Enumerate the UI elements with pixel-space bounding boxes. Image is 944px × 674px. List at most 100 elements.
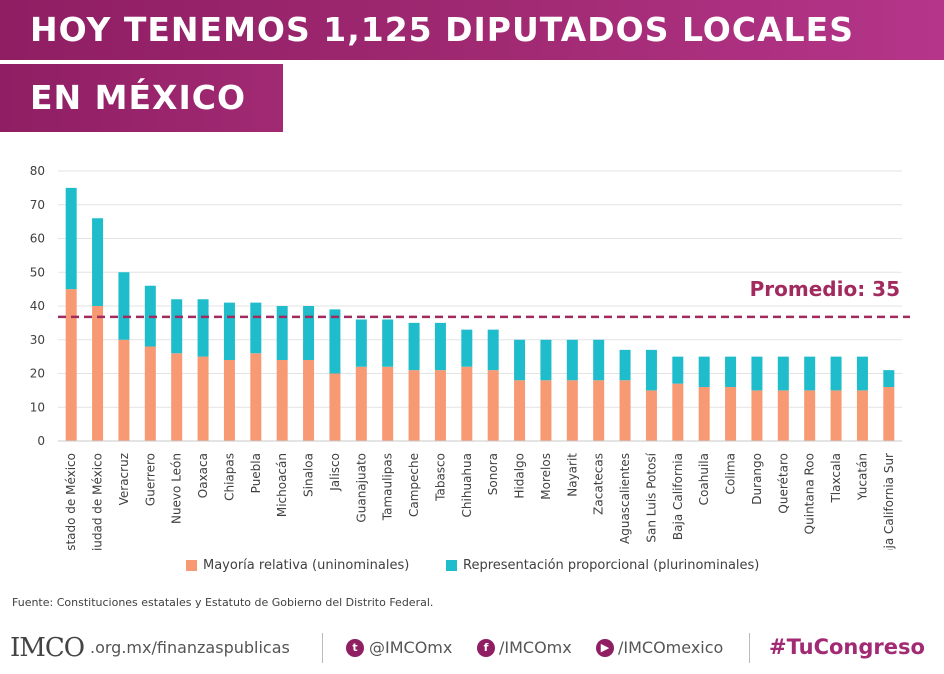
bar-mayoria [250, 353, 262, 441]
y-tick-label: 30 [30, 333, 45, 347]
bar-mayoria [144, 346, 156, 441]
title-banner-line-1: HOY TENEMOS 1,125 DIPUTADOS LOCALES [0, 0, 944, 60]
x-tick-label: Campeche [407, 453, 421, 517]
y-tick-label: 20 [30, 367, 45, 381]
footer-twitter-handle[interactable]: @IMCOmx [369, 638, 453, 657]
bar-representacion [276, 306, 288, 360]
bar-mayoria [171, 353, 183, 441]
x-tick-label: Sonora [486, 453, 500, 495]
bar-representacion [197, 299, 209, 357]
bar-representacion [540, 339, 552, 381]
bar-representacion [514, 339, 526, 381]
bar-mayoria [461, 366, 473, 441]
bar-representacion [329, 309, 341, 374]
bar-representacion [303, 306, 315, 360]
stacked-bar-chart: 0 10 20 30 40 50 60 70 80 Estado de México Ciudad … [30, 164, 910, 550]
x-tick-label: Guerrero [143, 453, 157, 506]
x-tick-label: Zacatecas [592, 453, 606, 515]
bar-mayoria [566, 380, 578, 441]
legend-item-representacion: Representación proporcional (plurinomina… [446, 558, 759, 573]
bar-representacion [593, 339, 605, 381]
bar-mayoria [619, 380, 631, 441]
y-tick-label: 40 [30, 299, 45, 313]
x-tick-label: Estado de México [64, 453, 78, 550]
x-tick-label: Veracruz [117, 453, 131, 505]
bar-mayoria [303, 360, 315, 441]
bar-representacion [856, 356, 868, 391]
x-tick-label: Michoacán [275, 453, 289, 517]
bar-representacion [698, 356, 710, 387]
bar-mayoria [197, 356, 209, 441]
page-title-line-2: EN MÉXICO [30, 78, 247, 117]
bar-representacion [171, 299, 183, 354]
average-label: Promedio: 35 [750, 277, 900, 301]
bar-mayoria [672, 383, 684, 441]
bar-mayoria [223, 360, 235, 441]
bar-representacion [487, 329, 499, 371]
y-tick-label: 80 [30, 164, 45, 178]
y-tick-label: 0 [37, 434, 45, 448]
x-tick-label: Aguascalientes [618, 453, 632, 544]
bar-mayoria [645, 390, 657, 441]
x-tick-label: Nuevo León [170, 453, 184, 524]
x-tick-label: Hidalgo [513, 453, 527, 499]
y-tick-label: 60 [30, 232, 45, 246]
footer-site-link[interactable]: .org.mx/finanzaspublicas [90, 638, 290, 657]
x-tick-label: Nayarit [565, 453, 579, 497]
bar-mayoria [856, 390, 868, 441]
legend-item-mayoria: Mayoría relativa (uninominales) [186, 558, 409, 573]
x-tick-label: Jalisco [328, 453, 342, 492]
y-tick-label: 50 [30, 265, 45, 279]
bar-mayoria [883, 387, 895, 441]
bar-representacion [725, 356, 737, 387]
bar-mayoria [382, 366, 394, 441]
bar-mayoria [593, 380, 605, 441]
x-tick-label: Durango [750, 453, 764, 505]
youtube-icon[interactable]: ▶ [596, 639, 614, 657]
x-tick-label: Tlaxcala [829, 453, 843, 504]
bar-representacion [408, 322, 420, 371]
bar-mayoria [514, 380, 526, 441]
bar-mayoria [65, 289, 77, 441]
imco-logo: IMCO [10, 633, 85, 663]
bar-mayoria [804, 390, 816, 441]
x-tick-label: Puebla [249, 453, 263, 493]
bar-representacion [118, 272, 130, 340]
bar-mayoria [777, 390, 789, 441]
legend-label-representacion: Representación proporcional (plurinomina… [463, 558, 760, 573]
facebook-icon[interactable]: f [477, 639, 495, 657]
footer: IMCO .org.mx/finanzaspublicas t @IMCOmx … [0, 625, 944, 674]
legend-swatch-representacion [446, 560, 457, 571]
x-tick-label: Querétaro [776, 453, 790, 514]
x-tick-label: Baja California Sur [882, 453, 896, 550]
bar-mayoria [751, 390, 763, 441]
bar-mayoria [118, 339, 130, 441]
x-tick-label: Chiapas [222, 453, 236, 501]
bar-representacion [461, 329, 473, 367]
footer-hashtag[interactable]: #TuCongreso [769, 635, 925, 659]
bar-mayoria [355, 366, 367, 441]
x-tick-label: Tabasco [433, 453, 447, 502]
title-banner-line-2: EN MÉXICO [0, 64, 283, 132]
x-tick-label: Tamaulipas [381, 453, 395, 521]
x-tick-label: Baja California [671, 453, 685, 540]
bar-representacion [672, 356, 684, 384]
footer-divider [749, 633, 750, 663]
x-tick-label: Colima [724, 453, 738, 494]
x-tick-label: Quintana Roo [803, 453, 817, 534]
bar-representacion [777, 356, 789, 391]
footer-youtube-handle[interactable]: /IMCOmexico [618, 638, 724, 657]
bar-representacion [566, 339, 578, 381]
x-tick-label: Oaxaca [196, 453, 210, 498]
twitter-icon[interactable]: t [346, 639, 364, 657]
footer-facebook-handle[interactable]: /IMCOmx [499, 638, 572, 657]
bar-mayoria [92, 306, 104, 441]
bar-representacion [883, 370, 895, 387]
legend-swatch-mayoria [186, 560, 197, 571]
page-title-line-1: HOY TENEMOS 1,125 DIPUTADOS LOCALES [30, 10, 854, 49]
bar-mayoria [408, 370, 420, 441]
bar-mayoria [276, 360, 288, 441]
x-tick-label: Sinaloa [302, 453, 316, 497]
x-tick-label: Ciudad de México [91, 453, 105, 550]
footer-divider [322, 633, 323, 663]
